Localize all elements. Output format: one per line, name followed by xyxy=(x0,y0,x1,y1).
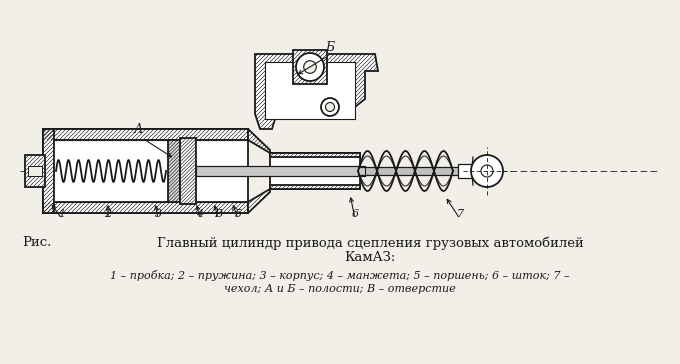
Text: В: В xyxy=(214,209,222,219)
Bar xyxy=(28,166,42,176)
Text: КамАЗ:: КамАЗ: xyxy=(344,251,396,264)
Text: Б: Б xyxy=(326,41,335,54)
Circle shape xyxy=(481,165,493,177)
Text: 4: 4 xyxy=(197,209,203,219)
Polygon shape xyxy=(293,50,327,84)
Polygon shape xyxy=(248,189,270,213)
Bar xyxy=(43,129,248,213)
Polygon shape xyxy=(43,202,248,213)
Polygon shape xyxy=(25,155,45,187)
Polygon shape xyxy=(248,129,270,153)
Polygon shape xyxy=(270,185,360,189)
Polygon shape xyxy=(255,54,378,129)
Bar xyxy=(270,153,360,189)
Text: Главный цилиндр привода сцепления грузовых автомобилей: Главный цилиндр привода сцепления грузов… xyxy=(156,236,583,249)
Circle shape xyxy=(296,53,324,81)
Text: 1 – пробка; 2 – пружина; 3 – корпус; 4 – манжета; 5 – поршень; 6 – шток; 7 –: 1 – пробка; 2 – пружина; 3 – корпус; 4 –… xyxy=(110,270,570,281)
Text: 3: 3 xyxy=(154,209,162,219)
Text: 1: 1 xyxy=(58,209,65,219)
Bar xyxy=(358,167,493,175)
Text: 6: 6 xyxy=(352,209,358,219)
Circle shape xyxy=(304,61,316,73)
Polygon shape xyxy=(43,129,248,140)
Polygon shape xyxy=(43,129,54,213)
Polygon shape xyxy=(168,140,180,202)
Bar xyxy=(458,164,472,178)
Text: 5: 5 xyxy=(235,209,241,219)
Text: Рис.: Рис. xyxy=(22,236,52,249)
Bar xyxy=(265,62,355,119)
Text: 7: 7 xyxy=(456,209,464,219)
Circle shape xyxy=(471,155,503,187)
Polygon shape xyxy=(270,153,360,157)
Circle shape xyxy=(321,98,339,116)
Text: чехол; А и Б – полости; В – отверстие: чехол; А и Б – полости; В – отверстие xyxy=(224,284,456,294)
Circle shape xyxy=(326,103,335,111)
Text: А: А xyxy=(133,123,143,136)
Text: 2: 2 xyxy=(105,209,112,219)
Polygon shape xyxy=(180,138,196,204)
Bar xyxy=(196,166,365,176)
